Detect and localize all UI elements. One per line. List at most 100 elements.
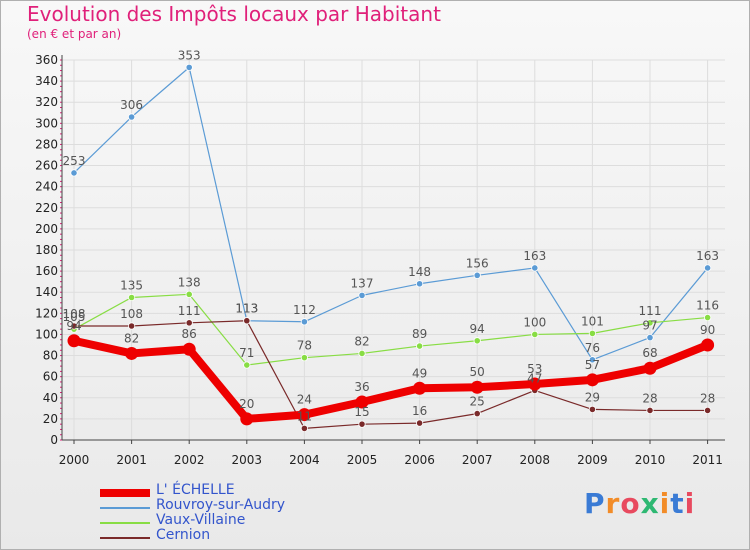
grid — [62, 59, 725, 441]
logo-letter: r — [605, 487, 621, 520]
data-label: 57 — [585, 358, 600, 372]
legend-label: Vaux-Villaine — [156, 512, 246, 528]
x-tick-label: 2008 — [520, 453, 551, 467]
data-point — [646, 319, 654, 327]
logo-letter: i — [684, 487, 696, 520]
x-tick-label: 2006 — [404, 453, 435, 467]
y-tick-label: 100 — [35, 327, 58, 341]
data-point — [185, 319, 193, 327]
logo-letter: P — [584, 487, 606, 520]
proxiti-logo: Proxiti — [584, 487, 695, 520]
logo-letter: o — [620, 487, 641, 520]
legend-label: Cernion — [156, 527, 211, 543]
data-point — [300, 318, 308, 326]
y-tick-label: 180 — [35, 243, 58, 257]
y-tick-label: 300 — [35, 116, 58, 130]
y-tick-label: 160 — [35, 264, 58, 278]
data-point — [182, 342, 196, 356]
data-label: 15 — [354, 405, 369, 419]
data-point — [703, 264, 712, 272]
data-label: 36 — [354, 380, 369, 394]
data-label: 47 — [527, 371, 542, 385]
data-point — [415, 419, 424, 427]
data-label: 82 — [124, 331, 139, 345]
legend-swatch — [100, 507, 150, 509]
data-point — [300, 424, 308, 432]
data-label: 353 — [178, 48, 201, 62]
data-point — [646, 406, 654, 415]
data-label: 28 — [700, 391, 715, 405]
data-point — [358, 349, 366, 358]
y-tick-label: 240 — [35, 180, 58, 194]
x-tick-label: 2010 — [635, 453, 666, 467]
y-tick-label: 220 — [35, 201, 58, 215]
data-label: 100 — [523, 315, 546, 329]
data-label: 29 — [585, 390, 600, 404]
data-label: 306 — [120, 98, 143, 112]
data-labels: 94 82 86 20 24 36 49 50 53 57 68 90 253 306 353 113 112 1… — [63, 48, 720, 423]
data-label: 116 — [696, 299, 719, 313]
chart-subtitle: (en € et par an) — [27, 27, 122, 41]
data-point — [185, 290, 193, 298]
data-label: 53 — [527, 362, 542, 376]
x-tick-label: 2001 — [116, 453, 147, 467]
chart-title: Evolution des Impôts locaux par Habitant — [27, 2, 441, 26]
x-tick-label: 2002 — [174, 453, 205, 467]
data-label: 148 — [408, 265, 431, 279]
data-point — [646, 334, 654, 342]
data-label: 111 — [639, 304, 662, 318]
data-label: 82 — [354, 334, 369, 348]
data-point — [473, 410, 481, 418]
data-label: 24 — [297, 393, 312, 407]
data-label: 71 — [239, 346, 254, 360]
data-point — [473, 337, 481, 345]
data-label: 137 — [351, 276, 374, 290]
data-point — [643, 361, 657, 375]
legend-label: L' ÉCHELLE — [156, 482, 235, 498]
y-tick-label: 140 — [35, 285, 58, 299]
data-label: 135 — [120, 279, 143, 293]
data-point — [588, 329, 597, 337]
logo-letter: t — [670, 487, 685, 520]
data-point — [355, 395, 369, 409]
data-point — [415, 280, 424, 288]
data-label: 113 — [235, 302, 258, 316]
data-point — [531, 264, 539, 272]
data-point — [413, 381, 427, 395]
y-tick-label: 260 — [35, 159, 58, 173]
data-label: 49 — [412, 366, 427, 380]
legend-swatch — [100, 537, 150, 539]
series-line-0 — [70, 336, 712, 423]
y-tick-label: 80 — [43, 349, 58, 363]
data-label: 105 — [63, 310, 86, 324]
data-point — [240, 412, 254, 426]
y-tick-label: 40 — [43, 391, 58, 405]
data-point — [585, 373, 599, 387]
data-label: 253 — [63, 154, 86, 168]
y-tick-label: 0 — [50, 433, 58, 447]
data-point — [128, 293, 136, 302]
data-label: 108 — [120, 307, 143, 321]
data-point — [528, 377, 542, 391]
data-point — [243, 361, 251, 369]
series-line-2 — [73, 293, 709, 366]
data-label: 16 — [412, 404, 427, 418]
data-label: 138 — [178, 275, 201, 289]
x-tick-label: 2003 — [232, 453, 263, 467]
data-point — [243, 317, 251, 325]
data-point — [703, 406, 712, 415]
data-point — [128, 322, 136, 330]
data-label: 163 — [696, 249, 719, 263]
series-layer — [67, 63, 715, 432]
data-label: 78 — [297, 339, 312, 353]
logo-letter: x — [640, 487, 660, 520]
data-label: 113 — [235, 302, 258, 316]
x-tick-label: 2000 — [59, 453, 90, 467]
series-line-3 — [73, 320, 709, 429]
data-point — [588, 356, 597, 364]
data-point — [701, 338, 715, 352]
data-label: 90 — [700, 323, 715, 337]
data-label: 156 — [466, 256, 489, 270]
data-point — [415, 342, 424, 350]
data-label: 111 — [178, 304, 201, 318]
